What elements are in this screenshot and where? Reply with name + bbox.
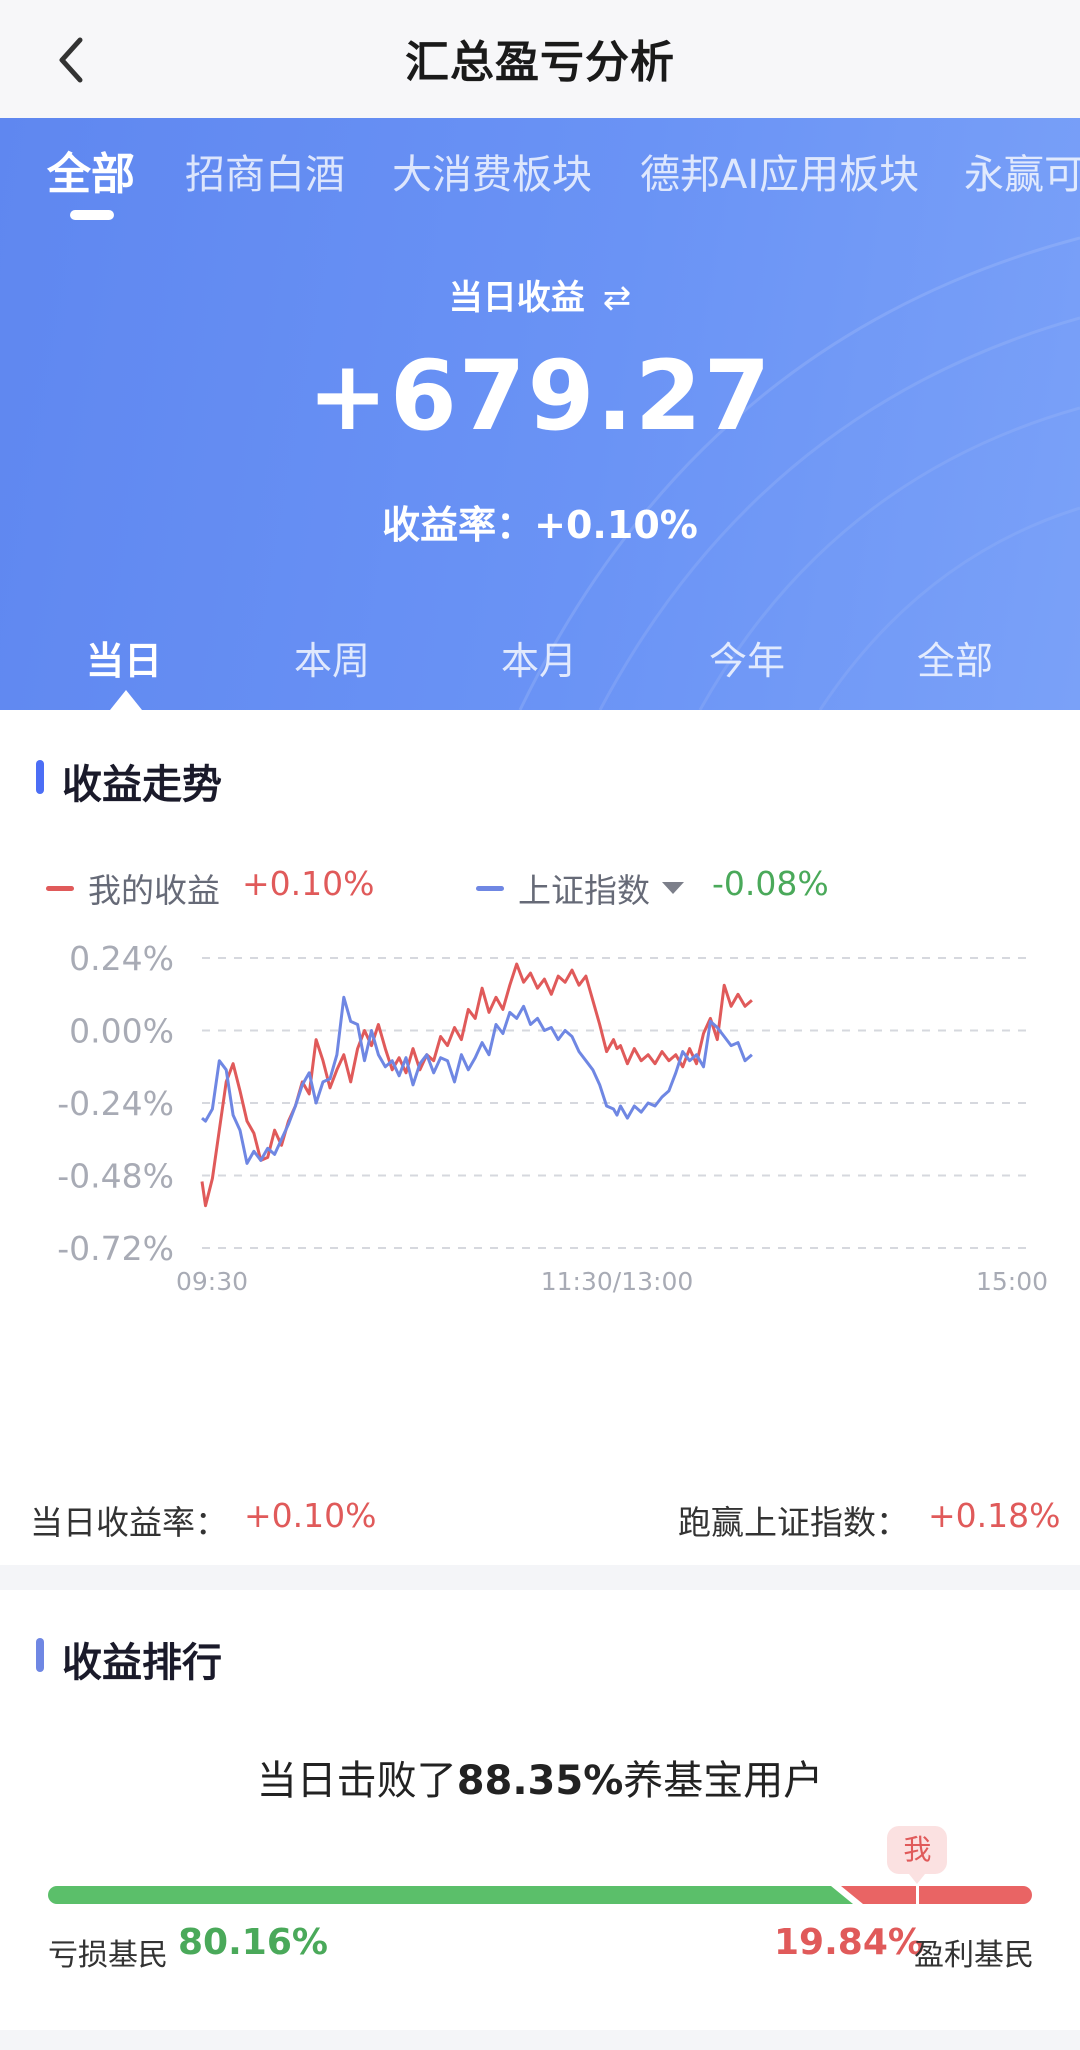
- metric-label-text: 当日收益: [448, 278, 585, 318]
- active-tab-indicator: [70, 210, 114, 220]
- legend-index-value: -0.08%: [712, 864, 829, 903]
- legend-index-label[interactable]: 上证指数: [518, 871, 650, 910]
- period-tab-year[interactable]: 今年: [708, 639, 785, 683]
- day-rate-value: +0.10%: [244, 1496, 377, 1535]
- x-tick-label: 15:00: [976, 1267, 1048, 1296]
- investor-split-bar: [48, 1886, 1032, 1904]
- me-position-tick: [916, 1886, 920, 1904]
- ranking-prefix: 当日击败了: [256, 1758, 457, 1804]
- legend-index-swatch: [476, 886, 504, 891]
- me-marker-badge: 我: [887, 1826, 948, 1884]
- y-tick-label: -0.72%: [57, 1229, 174, 1268]
- section-accent-bar: [36, 760, 44, 794]
- loss-investors-pct: 80.16%: [178, 1922, 328, 1963]
- daily-profit-rate: 收益率：+0.10%: [382, 503, 698, 547]
- period-tab-day[interactable]: 当日: [85, 639, 162, 683]
- profit-investors-pct: 19.84%: [774, 1922, 924, 1963]
- y-tick-label: -0.24%: [57, 1084, 174, 1123]
- legend-mine-swatch: [46, 886, 74, 891]
- index-dropdown-icon[interactable]: [662, 882, 684, 894]
- period-tab-month[interactable]: 本月: [500, 639, 577, 683]
- beat-index-value: +0.18%: [928, 1496, 1061, 1535]
- fund-tab-consumer-sector[interactable]: 大消费板块: [392, 152, 592, 198]
- period-active-caret: [110, 690, 142, 710]
- summary-header: 全部 招商白酒 大消费板块 德邦AI应用板块 永赢可 当日收益 ⇄ +679.27…: [0, 118, 1080, 710]
- chart-legend: 我的收益 +0.10% 上证指数 -0.08%: [0, 862, 1080, 912]
- day-rate-label: 当日收益率：: [30, 1503, 228, 1542]
- beat-index-label: 跑赢上证指数：: [678, 1503, 909, 1542]
- section-accent-bar: [36, 1638, 44, 1672]
- y-tick-label: 0.24%: [69, 939, 174, 978]
- y-tick-label: 0.00%: [69, 1012, 174, 1051]
- investor-split-labels: 亏损基民 80.16% 19.84% 盈利基民: [0, 1922, 1080, 1974]
- chevron-left-icon[interactable]: [50, 30, 90, 90]
- trend-section-title: 收益走势: [62, 762, 222, 808]
- ranking-sentence: 当日击败了88.35%养基宝用户: [0, 1748, 1080, 1806]
- daily-profit-value: +679.27: [307, 340, 773, 452]
- fund-tab-zhaoshang-baijiu[interactable]: 招商白酒: [185, 152, 345, 198]
- period-tab-all[interactable]: 全部: [916, 639, 993, 683]
- legend-mine-label: 我的收益: [88, 871, 220, 910]
- period-tabs: 当日 本周 本月 今年 全部: [0, 630, 1080, 710]
- ranking-percentile: 88.35%: [456, 1758, 624, 1804]
- metric-label[interactable]: 当日收益 ⇄: [0, 270, 1080, 319]
- period-tab-week[interactable]: 本周: [293, 639, 370, 683]
- ranking-card: 收益排行 当日击败了88.35%养基宝用户 我 亏损基民 80.16% 19.8…: [0, 1590, 1080, 2030]
- my-profit-line: [200, 962, 753, 1208]
- page-title: 汇总盈亏分析: [405, 37, 675, 88]
- x-tick-label: 09:30: [176, 1267, 248, 1296]
- fund-tab-debang-ai[interactable]: 德邦AI应用板块: [640, 152, 920, 198]
- loss-share-bar: [48, 1886, 853, 1904]
- fund-tab-yongying[interactable]: 永赢可: [964, 152, 1080, 198]
- ranking-suffix: 养基宝用户: [623, 1758, 824, 1804]
- profit-investors-label: 盈利基民: [914, 1938, 1034, 1973]
- y-tick-label: -0.48%: [57, 1157, 174, 1196]
- swap-icon[interactable]: ⇄: [602, 278, 632, 318]
- index-line: [201, 995, 753, 1165]
- profit-share-bar: [841, 1886, 1032, 1904]
- background-wave-decoration: [518, 236, 1080, 710]
- fund-tabs: 全部 招商白酒 大消费板块 德邦AI应用板块 永赢可: [0, 142, 1080, 222]
- loss-investors-label: 亏损基民: [48, 1938, 168, 1973]
- nav-bar: 汇总盈亏分析: [0, 0, 1080, 118]
- ranking-section-title: 收益排行: [62, 1640, 222, 1686]
- profit-trend-chart: 0.24% 0.00% -0.24% -0.48% -0.72%09:30 11:30/1…: [57, 939, 1048, 1296]
- x-tick-label: 11:30/13:00: [541, 1267, 694, 1296]
- legend-mine-value: +0.10%: [242, 864, 375, 903]
- trend-card: 收益走势 我的收益 +0.10% 上证指数 -0.08% 0.24% 0.00% -…: [0, 710, 1080, 1565]
- trend-stats: 当日收益率： +0.10% 跑赢上证指数： +0.18%: [0, 1496, 1080, 1546]
- fund-tab-all[interactable]: 全部: [47, 149, 135, 200]
